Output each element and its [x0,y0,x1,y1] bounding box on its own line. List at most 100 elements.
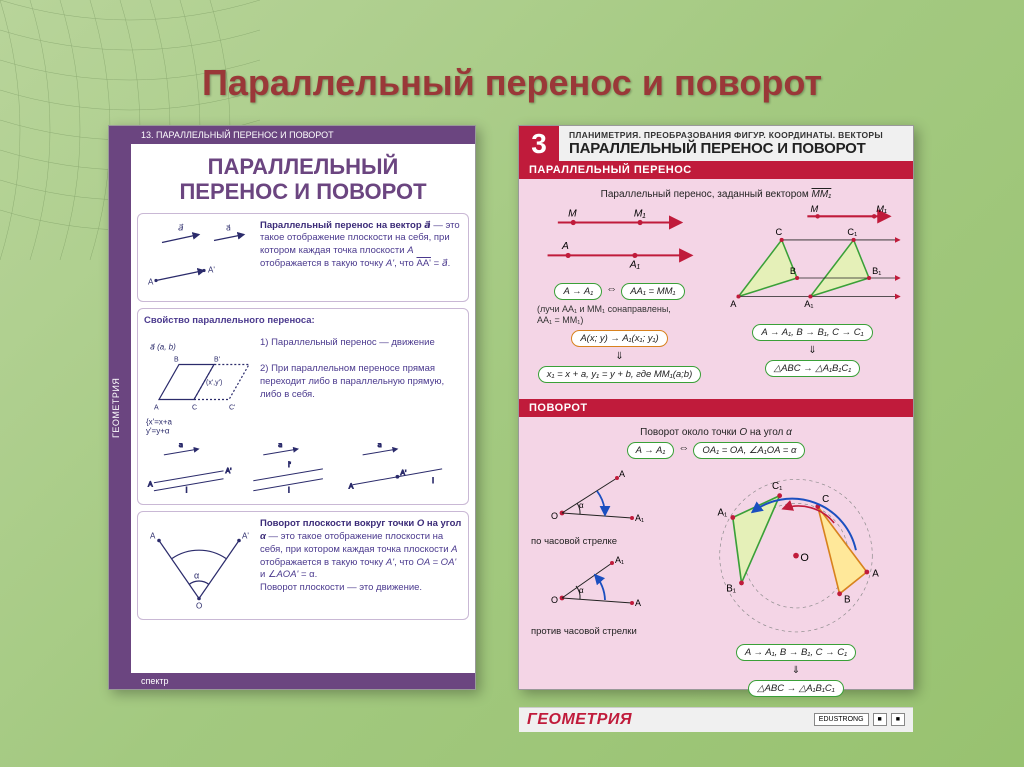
svg-text:A₁: A₁ [629,260,640,271]
section1-note: (лучи AA₁ и MM₁ сонаправлены,AA₁ = MM₁) [537,304,702,326]
svg-text:{x'=x+a: {x'=x+a [146,418,173,427]
svg-text:A₁: A₁ [615,555,624,565]
svg-text:A': A' [225,468,231,475]
svg-text:A': A' [242,532,249,541]
svg-text:B: B [790,266,796,276]
left-panel-1-text: Параллельный перенос на вектор a⃗ — это … [260,220,462,295]
svg-text:C': C' [229,405,235,412]
badge: ■ [873,713,887,726]
pill: A → A₁ [627,442,675,459]
pill: △ABC → △A₁B₁C₁ [765,360,860,377]
svg-text:a⃗: a⃗ [278,443,283,449]
section1-label: ПАРАЛЛЕЛЬНЫЙ ПЕРЕНОС [519,161,913,179]
svg-text:B: B [174,357,179,364]
left-panel-2-heading: Свойство параллельного переноса: [144,315,462,328]
left-title-l1: ПАРАЛЛЕЛЬНЫЙ [208,154,399,179]
pill: A → A₁, B → B₁, C → C₁ [736,644,856,661]
poster-left: ГЕОМЕТРИЯ 13. ПАРАЛЛЕЛЬНЫЙ ПЕРЕНОС И ПОВ… [108,125,476,690]
svg-text:B: B [844,594,851,605]
svg-text:M₁: M₁ [634,208,646,219]
svg-text:M: M [568,208,577,219]
svg-text:O: O [196,602,202,611]
svg-text:C: C [192,405,197,412]
rotation-triangle-figure: O A C B A₁ C₁ B₁ A → A₁, B → B₁, C → C₁ … [687,463,905,701]
ccw-label: против часовой стрелки [531,626,677,637]
pill: x₁ = x + a, y₁ = y + b, где MM₁(a;b) [538,366,702,383]
svg-text:B₁: B₁ [872,266,881,276]
right-footer-title: ГЕОМЕТРИЯ [527,711,632,729]
svg-text:α: α [194,571,199,581]
translation-vector-figure: a⃗ A A' a⃗ [144,220,254,295]
svg-text:A: A [349,484,354,491]
right-footer-badges: EDUSTRONG ■ ■ [814,713,905,726]
svg-text:A₁: A₁ [804,299,813,309]
section1-right-figure: M M₁ A C B A₁ C₁ B₁ A → A₁, B [720,204,905,387]
svg-text:a⃗: a⃗ [179,443,184,449]
right-header: 3 ПЛАНИМЕТРИЯ. ПРЕОБРАЗОВАНИЯ ФИГУР. КОО… [519,126,913,161]
right-header-supertitle: ПЛАНИМЕТРИЯ. ПРЕОБРАЗОВАНИЯ ФИГУР. КООРД… [569,130,903,140]
svg-text:α: α [579,586,584,595]
left-panel-3-text: Поворот плоскости вокруг точки O на угол… [260,518,462,613]
cw-label: по часовой стрелке [531,536,677,547]
section1-subtitle: Параллельный перенос, заданный вектором … [527,189,905,200]
iff-symbol: ⇔ [606,283,617,300]
svg-text:A: A [635,598,641,608]
svg-text:A: A [150,532,156,541]
svg-text:B': B' [214,357,220,364]
svg-text:A: A [148,482,153,489]
svg-text:A: A [154,405,159,412]
posters-row: ГЕОМЕТРИЯ 13. ПАРАЛЛЕЛЬНЫЙ ПЕРЕНОС И ПОВ… [108,125,914,690]
left-panel-3: O A A' α Поворот плоскости вокруг точки … [137,511,469,620]
section2-label: ПОВОРОТ [519,399,913,417]
right-header-number: 3 [519,126,559,161]
left-panel-1: a⃗ A A' a⃗ Параллельный перенос на векто… [137,213,469,302]
right-footer: ГЕОМЕТРИЯ EDUSTRONG ■ ■ [519,707,913,732]
svg-text:A': A' [400,470,406,477]
svg-text:l: l [288,488,290,493]
section1-left-figure: M M₁ A A₁ A → A₁ ⇔ AA₁ = MM₁ (лучи AA₁ и… [527,204,712,387]
left-header-tab: 13. ПАРАЛЛЕЛЬНЫЙ ПЕРЕНОС И ПОВОРОТ [131,126,475,144]
svg-text:M: M [810,204,818,214]
pill: AA₁ = MM₁ [621,283,684,300]
left-footer: спектр [131,673,475,689]
pill: A → A₁, B → B₁, C → C₁ [752,324,872,341]
svg-text:(x',y'): (x',y') [206,380,222,387]
svg-text:B₁: B₁ [726,583,737,594]
svg-text:O: O [551,595,558,605]
svg-text:a⃗: a⃗ [226,223,231,232]
badge: ■ [891,713,905,726]
svg-text:α: α [579,501,584,510]
left-panel-2-text: 1) Параллельный перенос — движение 2) Пр… [260,337,462,437]
svg-text:a⃗: a⃗ [377,443,382,449]
svg-text:A: A [730,299,737,309]
svg-text:M₁: M₁ [876,204,887,214]
svg-text:l: l [432,478,434,485]
svg-text:a⃗ (a, b): a⃗ (a, b) [150,343,176,352]
iff-symbol: ⇔ [678,442,689,459]
pill: A(x; y) → A₁(x₁; y₁) [571,330,667,347]
svg-text:A': A' [208,265,215,274]
svg-text:A₁: A₁ [635,513,644,523]
left-title: ПАРАЛЛЕЛЬНЫЙ ПЕРЕНОС И ПОВОРОТ [131,144,475,213]
svg-text:A: A [872,568,879,579]
svg-text:a⃗: a⃗ [178,222,184,232]
svg-text:C: C [822,494,829,505]
section2-subtitle: Поворот около точки O на угол α [527,427,905,438]
badge: EDUSTRONG [814,713,869,726]
right-header-main: ПАРАЛЛЕЛЬНЫЙ ПЕРЕНОС И ПОВОРОТ [569,140,903,157]
svg-text:C₁: C₁ [847,227,857,237]
svg-text:C₁: C₁ [772,481,783,492]
slide-title: Параллельный перенос и поворот [0,62,1024,104]
rotation-ccw-figure: O A A₁ α против часовой стрелки [527,553,677,637]
translation-properties-figure: a⃗ (a, b) A C B B' C' (x',y') {x'=x+a [144,337,254,437]
svg-text:l: l [186,488,188,493]
svg-text:A: A [561,241,569,252]
rotation-angle-figure: O A A' α [144,518,254,613]
poster-right: 3 ПЛАНИМЕТРИЯ. ПРЕОБРАЗОВАНИЯ ФИГУР. КОО… [518,125,914,690]
svg-text:l': l' [288,462,291,469]
svg-text:A: A [148,277,154,286]
svg-text:A₁: A₁ [718,507,729,518]
pill: OA₁ = OA, ∠A₁OA = α [693,442,805,459]
svg-text:O: O [800,552,808,564]
pill: △ABC → △A₁B₁C₁ [748,680,843,697]
